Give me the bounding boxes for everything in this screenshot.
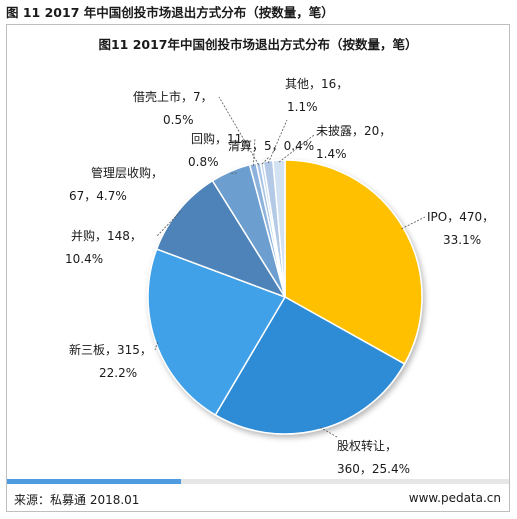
data-label-6: 回购，11，	[191, 131, 254, 146]
figure-caption: 图 11 2017 年中国创投市场退出方式分布（按数量，笔）	[6, 5, 334, 20]
website-link[interactable]: www.pedata.cn	[408, 491, 501, 505]
data-label-3: 新三板，315，	[69, 342, 152, 357]
pie-chart: IPO，470， 33.1% 股权转让， 360，25.4% 新三板，315， 22.2%…	[65, 77, 494, 475]
leader-line-3	[154, 341, 159, 351]
leader-line-7	[218, 96, 259, 165]
source-note: 来源：私募通 2018.01	[14, 493, 140, 507]
data-label-2: 股权转让，	[337, 438, 397, 453]
leader-line-10	[278, 134, 315, 163]
leader-line-9	[267, 119, 288, 164]
pie-slice-4	[155, 179, 287, 299]
data-label-10-line2: 1.4%	[316, 147, 347, 161]
pie-slice-10	[272, 159, 286, 298]
data-label-9: 其他，16，	[285, 77, 348, 91]
footer-divider	[7, 479, 509, 484]
leader-line-8	[261, 156, 270, 165]
data-label-1-line2: 33.1%	[443, 233, 481, 247]
data-label-9-line2: 1.1%	[287, 100, 318, 114]
data-label-1: IPO，470，	[427, 210, 494, 224]
chart-title: 图11 2017年中国创投市场退出方式分布（按数量，笔）	[98, 37, 418, 52]
data-label-4: 并购，148，	[71, 228, 142, 243]
data-label-7: 借壳上市，7，	[133, 89, 213, 104]
data-label-7-line2: 0.5%	[163, 113, 194, 127]
pie-slice-3	[147, 248, 287, 416]
data-label-3-line2: 22.2%	[99, 366, 137, 380]
leader-line-1	[401, 216, 426, 230]
leader-line-4	[156, 211, 181, 237]
data-label-5-line2: 67，4.7%	[69, 189, 127, 203]
chart-frame: 图11 2017年中国创投市场退出方式分布（按数量，笔） IPO，470， 33.…	[6, 24, 510, 512]
data-label-10: 未披露，20，	[316, 124, 391, 138]
data-label-5: 管理层收购，	[91, 165, 163, 180]
data-label-6-line2: 0.8%	[188, 155, 219, 169]
data-label-4-line2: 10.4%	[65, 252, 103, 266]
pie-slice-2	[214, 295, 406, 435]
data-label-8: 清算，5，0.4%	[228, 138, 314, 153]
leader-line-6	[252, 137, 256, 166]
data-label-2-line2: 360，25.4%	[337, 462, 410, 475]
footer-accent-bar	[7, 479, 181, 484]
